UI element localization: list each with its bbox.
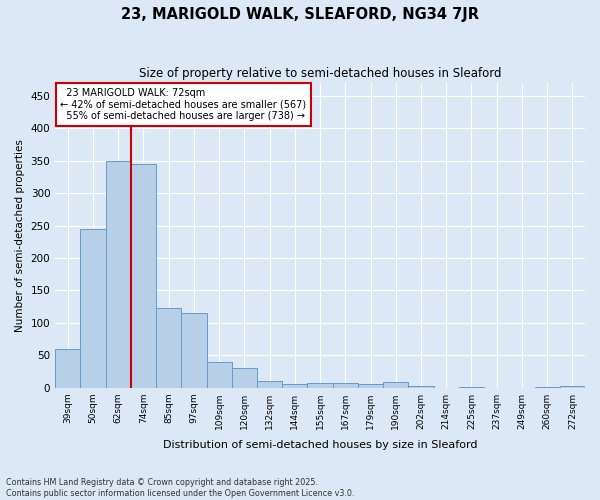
Bar bbox=[55, 349, 80, 388]
Bar bbox=[358, 384, 383, 388]
Bar bbox=[560, 386, 585, 388]
Bar bbox=[131, 164, 156, 388]
Bar bbox=[535, 387, 560, 388]
X-axis label: Distribution of semi-detached houses by size in Sleaford: Distribution of semi-detached houses by … bbox=[163, 440, 478, 450]
Bar bbox=[282, 384, 307, 388]
Title: Size of property relative to semi-detached houses in Sleaford: Size of property relative to semi-detach… bbox=[139, 68, 502, 80]
Bar bbox=[332, 383, 358, 388]
Bar bbox=[80, 229, 106, 388]
Bar bbox=[257, 381, 282, 388]
Text: 23 MARIGOLD WALK: 72sqm
← 42% of semi-detached houses are smaller (567)
  55% of: 23 MARIGOLD WALK: 72sqm ← 42% of semi-de… bbox=[61, 88, 307, 121]
Text: 23, MARIGOLD WALK, SLEAFORD, NG34 7JR: 23, MARIGOLD WALK, SLEAFORD, NG34 7JR bbox=[121, 8, 479, 22]
Bar bbox=[459, 387, 484, 388]
Y-axis label: Number of semi-detached properties: Number of semi-detached properties bbox=[15, 139, 25, 332]
Bar bbox=[307, 383, 332, 388]
Bar bbox=[156, 308, 181, 388]
Bar bbox=[232, 368, 257, 388]
Text: Contains HM Land Registry data © Crown copyright and database right 2025.
Contai: Contains HM Land Registry data © Crown c… bbox=[6, 478, 355, 498]
Bar bbox=[383, 382, 409, 388]
Bar bbox=[206, 362, 232, 388]
Bar bbox=[409, 386, 434, 388]
Bar bbox=[181, 313, 206, 388]
Bar bbox=[106, 161, 131, 388]
